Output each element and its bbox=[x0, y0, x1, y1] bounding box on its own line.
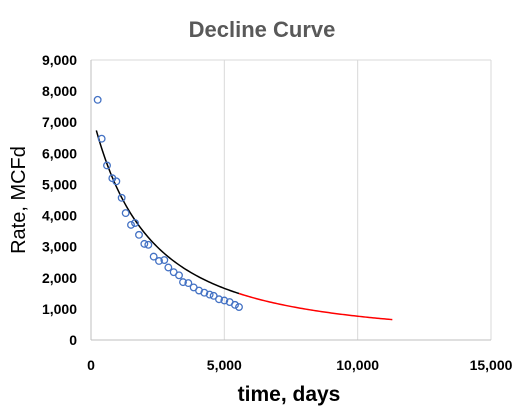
x-tick-label: 10,000 bbox=[336, 357, 379, 373]
forecast-line bbox=[238, 292, 393, 321]
data-point bbox=[231, 300, 239, 309]
data-point bbox=[117, 193, 126, 202]
data-point bbox=[112, 177, 121, 186]
x-tick-label: 5,000 bbox=[207, 357, 242, 373]
y-tick-label: 1,000 bbox=[42, 301, 77, 317]
chart-title: Decline Curve bbox=[189, 17, 336, 42]
data-point bbox=[164, 263, 173, 272]
fit-line bbox=[95, 130, 240, 295]
data-point bbox=[155, 257, 163, 265]
data-point bbox=[144, 240, 153, 249]
y-tick-label: 6,000 bbox=[42, 145, 77, 161]
fit-lines bbox=[95, 130, 393, 321]
data-point bbox=[184, 279, 193, 288]
x-tick-label: 15,000 bbox=[470, 357, 513, 373]
data-point bbox=[103, 161, 111, 170]
y-tick-label: 0 bbox=[69, 332, 77, 348]
axes bbox=[90, 60, 491, 341]
x-tick-label: 0 bbox=[87, 357, 95, 373]
data-point bbox=[209, 291, 218, 300]
y-axis-title: Rate, MCFd bbox=[8, 146, 30, 254]
data-point bbox=[205, 290, 214, 299]
data-point bbox=[179, 278, 187, 287]
data-point bbox=[220, 296, 229, 305]
data-point bbox=[131, 219, 139, 227]
data-point bbox=[215, 295, 223, 304]
data-point bbox=[97, 134, 106, 143]
data-point bbox=[235, 303, 243, 311]
y-tick-label: 7,000 bbox=[42, 114, 77, 130]
data-point bbox=[200, 288, 209, 297]
data-point bbox=[93, 95, 102, 104]
gridlines bbox=[91, 59, 492, 340]
data-point bbox=[175, 271, 183, 280]
data-point bbox=[135, 230, 143, 239]
y-tick-label: 9,000 bbox=[42, 52, 77, 68]
data-point bbox=[127, 220, 135, 229]
y-tick-label: 5,000 bbox=[42, 176, 77, 192]
x-tick-labels: 0 5,000 10,000 15,000 bbox=[87, 357, 513, 373]
data-point bbox=[160, 256, 169, 264]
y-tick-label: 8,000 bbox=[42, 83, 77, 99]
data-point bbox=[140, 239, 149, 248]
data-point bbox=[121, 209, 130, 218]
y-tick-label: 3,000 bbox=[42, 239, 77, 255]
data-points bbox=[93, 95, 243, 311]
y-tick-labels: 0 1,000 2,000 3,000 4,000 5,000 6,000 7,000 8,00… bbox=[42, 52, 77, 348]
y-tick-label: 4,000 bbox=[42, 208, 77, 224]
y-tick-label: 2,000 bbox=[42, 270, 77, 286]
data-point bbox=[149, 252, 158, 261]
x-axis-title: time, days bbox=[238, 383, 341, 406]
